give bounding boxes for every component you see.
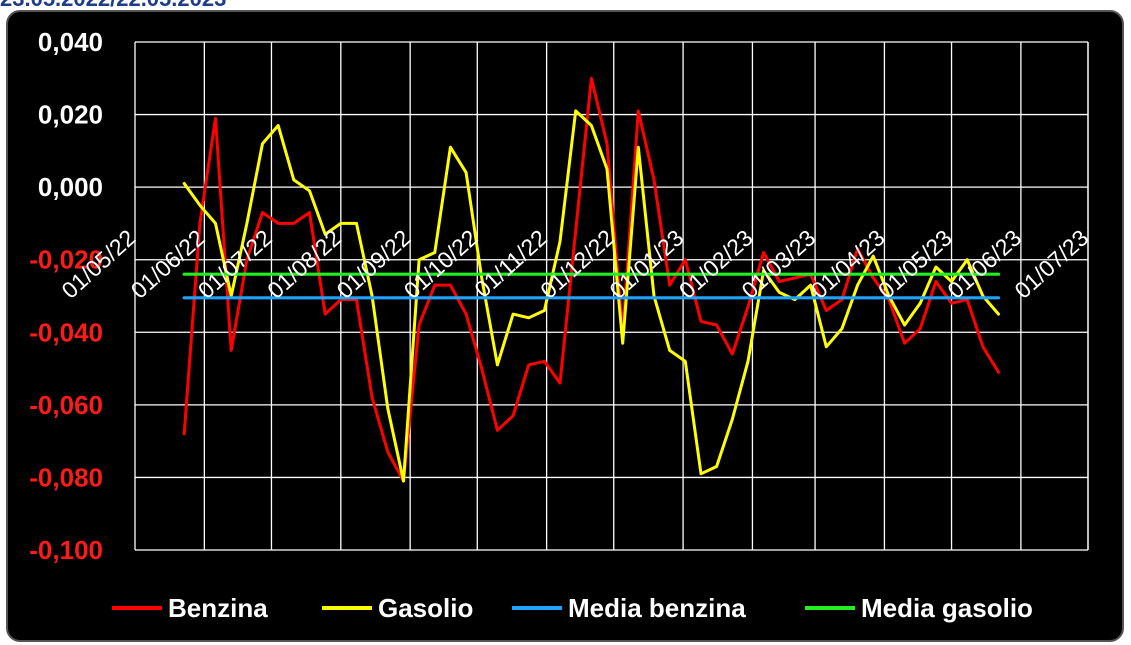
chart-period-caption: 23.05.2022/22.05.2023 [0, 0, 226, 12]
x-tick-label: 01/12/22 [535, 224, 619, 303]
legend-label-3: Media benzina [568, 593, 746, 623]
legend-label-1: Benzina [168, 593, 268, 623]
y-tick-label: -0,100 [29, 535, 103, 565]
y-tick-label: 0,000 [38, 172, 103, 202]
chart-legend: Benzina Gasolio Media benzina Media gasolio [112, 593, 1033, 623]
series-line-2 [182, 109, 1000, 483]
y-tick-label: -0,020 [29, 245, 103, 275]
y-tick-label: -0,080 [29, 462, 103, 492]
y-tick-label: -0,040 [29, 317, 103, 347]
chart-grid [134, 41, 1089, 551]
x-tick-label: 01/07/22 [193, 224, 277, 303]
x-tick-label: 01/11/22 [469, 224, 552, 302]
x-tick-label: 01/07/23 [1009, 224, 1093, 303]
legend-label-2: Gasolio [378, 593, 473, 623]
y-tick-label: -0,060 [29, 390, 103, 420]
series-line-1 [182, 76, 1000, 483]
y-axis-ticks: 0,040 0,020 0,000 -0,020 -0,040 -0,060 -0,080 -… [29, 27, 103, 565]
chart-series [182, 76, 1001, 483]
x-tick-label: 01/06/23 [942, 224, 1026, 303]
x-tick-label: 01/08/22 [262, 224, 346, 303]
x-tick-label: 01/09/22 [332, 224, 416, 303]
legend-label-4: Media gasolio [861, 593, 1033, 623]
y-tick-label: 0,040 [38, 27, 103, 57]
y-tick-label: 0,020 [38, 100, 103, 130]
x-tick-label: 01/10/22 [399, 224, 483, 303]
